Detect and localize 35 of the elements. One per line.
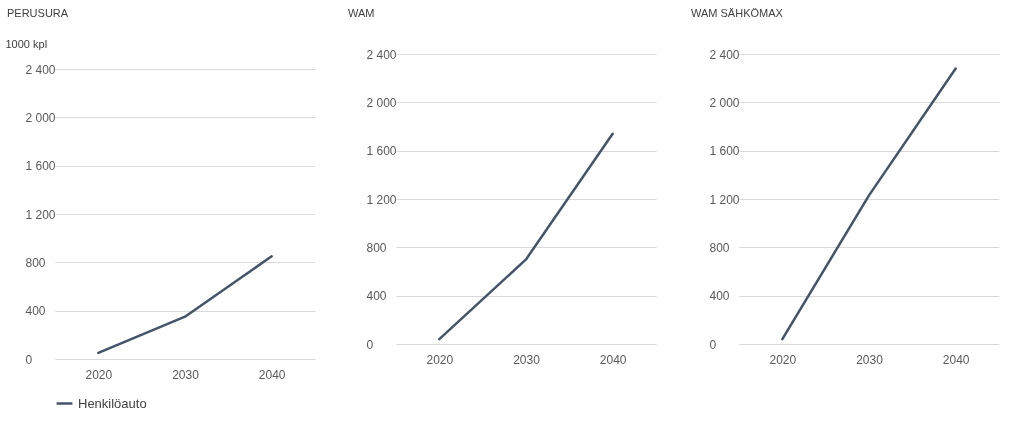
x-tick-label: 2040 [599,352,627,367]
chart-title: WAM SÄHKÖMAX [691,7,784,19]
x-tick-label: 2030 [172,367,200,382]
y-tick-label: 2 400 [366,47,397,62]
y-tick-label: 0 [709,337,717,352]
x-tick-label: 2040 [258,367,286,382]
y-tick-label: 1 200 [709,192,740,207]
y-tick-label: 400 [366,289,387,304]
y-tick-label: 800 [366,240,387,255]
y-tick-label: 400 [25,304,46,319]
y-tick-label: 2 000 [366,95,397,110]
y-tick-label: 2 400 [709,47,740,62]
y-tick-label: 1 600 [709,144,740,159]
y-tick-label: 1 600 [25,159,56,174]
y-tick-label: 1 200 [366,192,397,207]
y-tick-label: 2 000 [709,95,740,110]
y-tick-label: 2 000 [25,110,56,125]
x-tick-label: 2030 [856,352,884,367]
y-tick-label: 0 [25,352,33,367]
y-tick-label: 400 [709,289,730,304]
y-tick-label: 800 [709,240,730,255]
x-tick-label: 2030 [513,352,541,367]
x-tick-label: 2020 [85,367,113,382]
x-tick-label: 2020 [769,352,797,367]
y-tick-label: 0 [366,337,374,352]
chart-title: WAM [348,7,375,19]
chart-title: PERUSURA [7,7,69,19]
legend-label: Henkilöauto [78,395,147,411]
x-tick-label: 2040 [942,352,970,367]
y-tick-label: 2 400 [25,62,56,77]
x-tick-label: 2020 [426,352,454,367]
y-tick-label: 1 600 [366,144,397,159]
y-tick-label: 1 200 [25,207,56,222]
y-tick-label: 800 [25,255,46,270]
y-axis-title: 1000 kpl [5,37,48,50]
